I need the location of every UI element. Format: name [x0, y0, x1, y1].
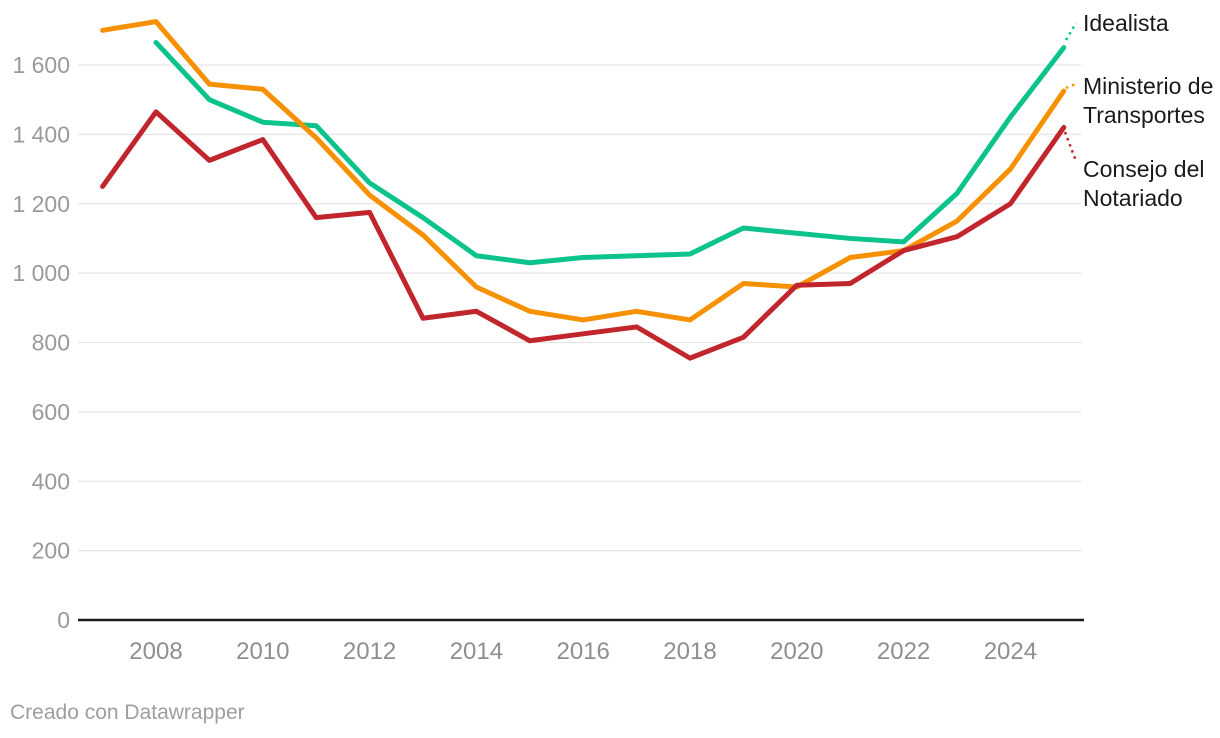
series-line-idealista — [153, 39, 1067, 266]
datawrapper-credit: Creado con Datawrapper — [10, 701, 245, 724]
y-tick-label-200: 200 — [32, 538, 70, 564]
label-connector-idealista — [1064, 22, 1078, 41]
x-tick-label-2022: 2022 — [877, 638, 930, 665]
y-tick-label-1000: 1 000 — [12, 260, 70, 286]
x-tick-label-2014: 2014 — [450, 638, 503, 665]
x-tick-label-2010: 2010 — [236, 638, 289, 665]
series-label-ministerio-de-transportes: Ministerio de Transportes — [1083, 73, 1214, 128]
label-connector-ministerio-de-transportes — [1065, 81, 1079, 90]
y-tick-label-1400: 1 400 — [12, 121, 70, 147]
y-tick-label-1200: 1 200 — [12, 191, 70, 217]
series-line-consejo-del-notariado — [100, 109, 1067, 361]
x-tick-label-2008: 2008 — [129, 638, 182, 665]
x-tick-label-2012: 2012 — [343, 638, 396, 665]
series-label-idealista: Idealista — [1083, 10, 1169, 36]
series-label-consejo-del-notariado: Consejo del Notariado — [1083, 156, 1205, 211]
x-tick-label-2024: 2024 — [984, 638, 1037, 665]
x-tick-label-2016: 2016 — [557, 638, 610, 665]
x-tick-label-2018: 2018 — [663, 638, 716, 665]
y-tick-label-1600: 1 600 — [12, 52, 70, 78]
series-line-ministerio-de-transportes — [100, 19, 1067, 323]
label-connector-consejo-del-notariado — [1063, 131, 1078, 162]
y-tick-label-400: 400 — [32, 468, 70, 494]
y-tick-label-0: 0 — [57, 607, 70, 633]
y-tick-label-600: 600 — [32, 399, 70, 425]
y-tick-label-800: 800 — [32, 330, 70, 356]
x-tick-label-2020: 2020 — [770, 638, 823, 665]
